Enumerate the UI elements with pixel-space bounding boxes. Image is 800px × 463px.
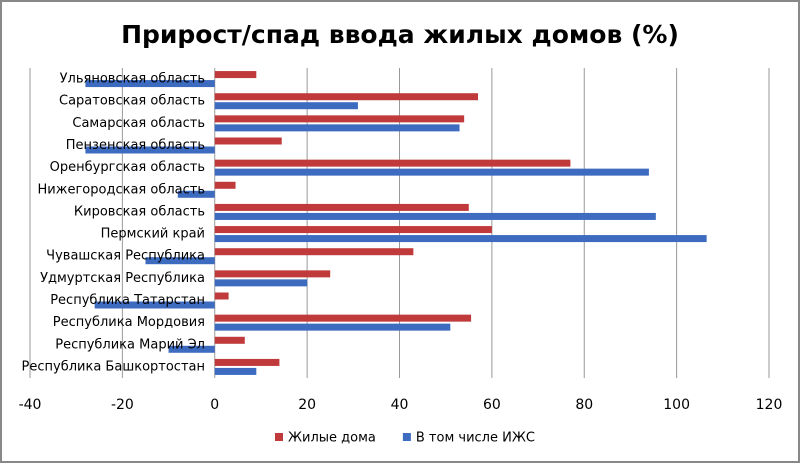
bar: [214, 212, 656, 220]
y-tick-label: Оренбургская область: [50, 160, 205, 175]
y-tick-label: Республика Мордовия: [53, 315, 205, 330]
bar: [85, 80, 215, 88]
x-tick-label: 100: [663, 397, 690, 413]
legend-label: Жилые дома: [288, 431, 376, 446]
bar: [168, 345, 215, 353]
y-tick-label: Кировская область: [74, 204, 205, 219]
y-tick-label: Саратовская область: [59, 94, 205, 109]
bar: [214, 168, 649, 176]
bar: [214, 71, 257, 79]
bar: [214, 358, 280, 366]
bar: [214, 367, 257, 375]
y-tick-label: Удмуртская Республика: [40, 271, 205, 286]
y-tick-label: Пензенская область: [66, 138, 205, 153]
bar: [214, 292, 229, 300]
x-tick-label: 20: [298, 397, 316, 413]
x-tick-label: 40: [391, 397, 409, 413]
bar: [214, 181, 236, 189]
bar: [214, 226, 492, 234]
y-tick-label: Республика Марий Эл: [55, 337, 205, 352]
bar: [214, 270, 331, 278]
y-tick-label: Самарская область: [72, 116, 205, 131]
bar: [214, 137, 282, 145]
y-tick-label: Нижегородская область: [38, 182, 205, 197]
x-tick-label: 0: [210, 397, 219, 413]
x-tick-label: -20: [111, 397, 134, 413]
bar: [214, 124, 460, 132]
bar: [214, 314, 472, 322]
bar: [214, 235, 707, 243]
y-tick-label: Республика Башкортостан: [22, 359, 205, 374]
y-tick-label: Пермский край: [101, 227, 205, 242]
bar: [94, 301, 215, 309]
legend-label: В том числе ИЖС: [416, 431, 535, 446]
bar: [214, 102, 358, 110]
y-tick-label: Ульяновская область: [60, 72, 205, 87]
x-tick-label: -40: [19, 397, 42, 413]
bar: [214, 115, 465, 123]
bar: [214, 248, 414, 256]
x-tick-label: 60: [483, 397, 501, 413]
bar: [214, 279, 308, 287]
x-tick-label: 80: [575, 397, 593, 413]
bar: [214, 93, 479, 101]
bar: [214, 323, 451, 331]
legend-swatch: [275, 433, 283, 441]
bar: [145, 257, 215, 265]
bar: [214, 336, 245, 344]
y-tick-label: Республика Татарстан: [50, 293, 205, 308]
x-tick-label: 120: [756, 397, 783, 413]
y-tick-label: Чувашская Республика: [46, 249, 205, 264]
bar: [214, 203, 469, 211]
legend-swatch: [402, 433, 411, 441]
bar: [214, 159, 571, 167]
bar: [177, 190, 215, 198]
chart-title: Прирост/спад ввода жилых домов (%): [121, 20, 679, 49]
bar: [85, 146, 215, 154]
